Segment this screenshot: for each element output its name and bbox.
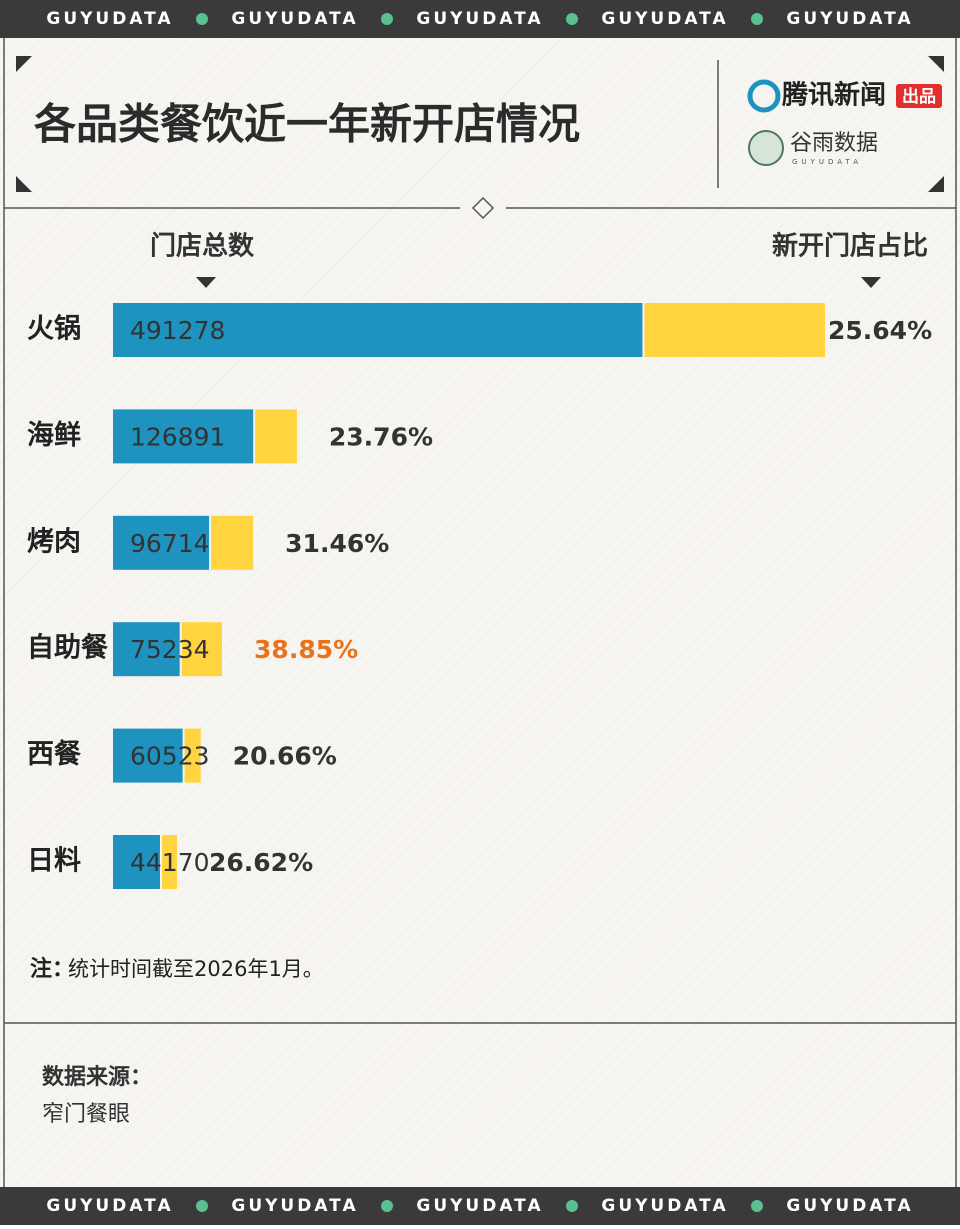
share-label: 31.46% — [285, 529, 389, 558]
diamond — [471, 196, 495, 220]
brand-banner: GUYUDATA — [416, 1196, 543, 1216]
count-label: 126891 — [130, 422, 225, 451]
count-label: 44170 — [130, 848, 210, 877]
bar-new — [184, 728, 201, 783]
bar-new — [255, 409, 297, 464]
corner-marks — [16, 56, 944, 192]
bar-new — [161, 835, 178, 889]
bar-existing — [113, 622, 180, 677]
banner-dot — [751, 13, 763, 25]
brand-banner: GUYUDATA — [601, 9, 728, 29]
logo-text: 谷雨数据 — [790, 131, 878, 156]
logo-tag-bg — [896, 84, 942, 108]
arrow — [196, 277, 216, 288]
count-label: 75234 — [130, 635, 210, 664]
share-label: 26.62% — [209, 848, 313, 877]
logo-tag: 出品 — [902, 86, 936, 107]
brand-banner: GUYUDATA — [231, 1196, 358, 1216]
category-label: 火锅 — [27, 314, 81, 345]
bar-new — [644, 303, 825, 357]
bar-existing — [113, 303, 643, 357]
banner-dot — [381, 1200, 393, 1212]
column-header: 门店总数 — [150, 232, 255, 262]
bar-existing — [113, 409, 254, 464]
brand-banner: GUYUDATA — [786, 1196, 913, 1216]
share-label: 25.64% — [828, 316, 932, 345]
source-label: 数据来源： — [42, 1064, 152, 1090]
brand-banner: GUYUDATA — [786, 9, 913, 29]
banner-dot — [566, 13, 578, 25]
banner-dot — [751, 1200, 763, 1212]
logo-text: 腾讯新闻 — [782, 80, 886, 111]
bottom-banner — [0, 1187, 960, 1225]
bar-existing — [113, 728, 183, 783]
logo-icon — [747, 79, 781, 113]
logo-icon — [748, 130, 784, 166]
share-label: 20.66% — [233, 742, 337, 771]
banner-dot — [566, 1200, 578, 1212]
top-banner — [0, 0, 960, 38]
category-label: 日料 — [27, 846, 81, 877]
logo-sub: GUYUDATA — [792, 158, 862, 166]
bar-new — [211, 515, 254, 570]
bar-existing — [113, 835, 160, 889]
brand-banner: GUYUDATA — [231, 9, 358, 29]
source: 窄门餐眼 — [42, 1102, 130, 1127]
count-label: 60523 — [130, 742, 210, 771]
note-label: 注： — [30, 956, 74, 982]
chart-title: 各品类餐饮近一年新开店情况 — [34, 100, 580, 149]
brand-banner: GUYUDATA — [601, 1196, 728, 1216]
share-label: 23.76% — [329, 422, 433, 451]
count-label: 491278 — [130, 316, 225, 345]
category-label: 海鲜 — [27, 420, 81, 451]
bar-new — [181, 622, 223, 677]
brand-banner: GUYUDATA — [46, 9, 173, 29]
note: 统计时间截至2026年1月。 — [68, 957, 324, 981]
bar-existing — [113, 515, 210, 570]
banner-dot — [196, 1200, 208, 1212]
category-label: 西餐 — [27, 739, 82, 770]
share-label: 38.85% — [254, 635, 358, 664]
count-label: 96714 — [130, 529, 210, 558]
brand-banner: GUYUDATA — [416, 9, 543, 29]
banner-dot — [196, 13, 208, 25]
brand-banner: GUYUDATA — [46, 1196, 173, 1216]
category-label: 自助餐 — [27, 632, 109, 664]
banner-dot — [381, 13, 393, 25]
category-label: 烤肉 — [27, 526, 81, 557]
column-header: 新开门店占比 — [772, 231, 928, 262]
arrow — [861, 277, 881, 288]
